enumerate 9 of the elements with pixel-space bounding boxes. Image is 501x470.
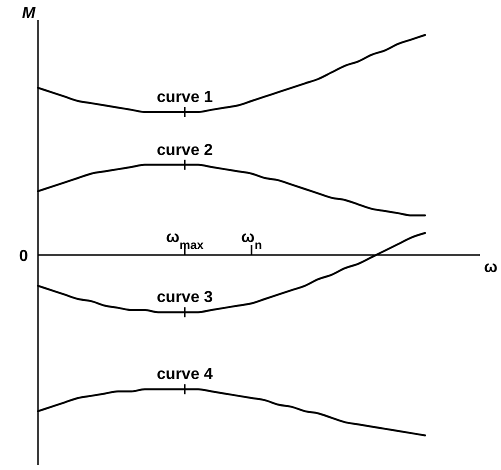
x-tick-label: ω$_{max}$ — [166, 229, 204, 252]
text: 0 — [19, 248, 28, 265]
series-label: curve 4 — [156, 366, 213, 384]
x-tick-label: ω$_{n}$ — [241, 229, 262, 252]
series-label: curve 3 — [156, 289, 213, 306]
series-label: curve 2 — [156, 142, 213, 159]
series-label: curve 1 — [156, 89, 213, 106]
y-axis-title: M — [22, 5, 36, 22]
x-axis-title: ω — [484, 259, 498, 276]
